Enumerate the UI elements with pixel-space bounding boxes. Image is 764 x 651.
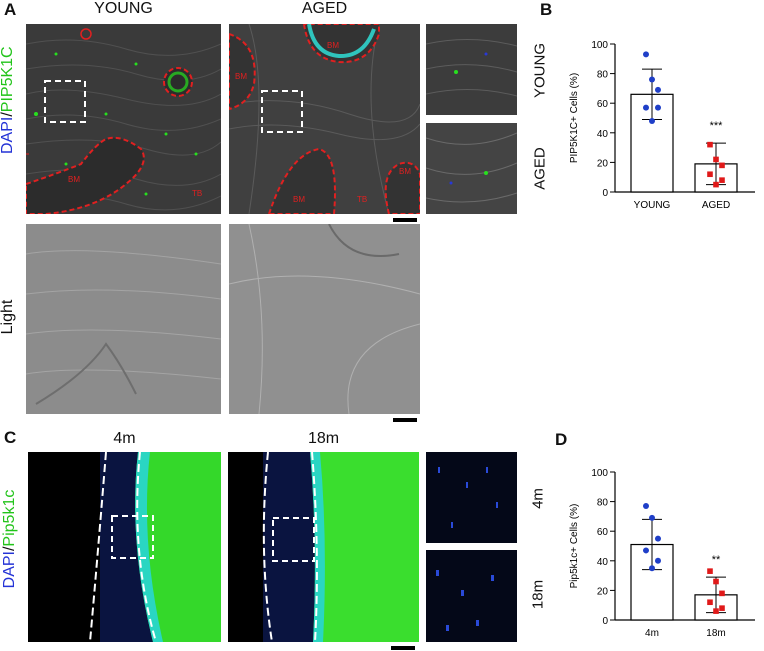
dapi-label: DAPI: [1, 551, 18, 589]
y-tick-label: 0: [602, 188, 608, 199]
data-point-18m: [719, 605, 725, 611]
region-label-bm-top: BM: [327, 41, 339, 50]
image-4m-zoom: [426, 452, 517, 543]
data-point-4m: [649, 565, 655, 572]
data-point-4m: [655, 535, 661, 542]
data-point-18m: [719, 590, 725, 597]
row-label-stain-c: DAPI/Pip5k1c: [1, 489, 19, 589]
data-point-young: [649, 117, 655, 124]
column-header-18m: 18m: [307, 430, 340, 447]
row-label-stain-a: DAPI/PIP5K1C: [0, 46, 17, 154]
data-point-young: [655, 104, 661, 111]
data-point-aged: [707, 171, 713, 178]
image-18m-zoom: [426, 550, 517, 642]
image-young-light: [26, 224, 221, 414]
y-tick-label: 60: [597, 99, 609, 110]
data-point-4m: [655, 557, 661, 564]
y-tick-label: 80: [597, 70, 609, 81]
x-tick-label: YOUNG: [634, 200, 671, 211]
dapi-label: DAPI: [0, 116, 16, 154]
data-point-aged: [719, 177, 725, 183]
column-header-young: YOUNG: [94, 0, 153, 17]
y-tick-label: 100: [591, 40, 608, 51]
image-aged-fluorescence: BM BM BM BM TB: [229, 24, 420, 214]
y-tick-label: 80: [597, 498, 609, 509]
data-point-young: [655, 86, 661, 93]
scale-bar-light: [393, 418, 417, 422]
panel-label-c: C: [4, 428, 17, 447]
y-tick-label: 60: [597, 527, 609, 538]
side-label-4m: 4m: [529, 488, 547, 509]
column-header-4m: 4m: [113, 430, 136, 447]
panel-label-a: A: [4, 0, 17, 19]
y-tick-label: 20: [597, 586, 609, 597]
data-point-4m: [643, 503, 649, 510]
side-label-18m: 18m: [529, 579, 547, 610]
y-tick-label: 40: [597, 129, 609, 140]
y-tick-label: 40: [597, 557, 609, 568]
scale-bar-fluorescence: [393, 218, 417, 222]
side-label-aged: AGED: [531, 147, 549, 190]
stain-separator: /: [1, 546, 18, 552]
y-axis-title: Pip5k1c+ Cells (%): [569, 504, 580, 589]
row-label-light: Light: [0, 299, 16, 335]
x-tick-label: AGED: [702, 200, 730, 211]
significance-marker: ***: [710, 120, 724, 132]
image-4m-fluorescence: [28, 452, 221, 642]
data-point-young: [649, 76, 655, 83]
region-label-bm: BM: [68, 175, 80, 184]
image-young-fluorescence: BM TB: [26, 24, 221, 214]
marker-label: Pip5k1c: [1, 489, 18, 547]
data-point-young: [643, 104, 649, 111]
data-point-aged: [707, 141, 713, 148]
panel-label-b: B: [540, 0, 553, 19]
data-point-young: [643, 51, 649, 58]
data-point-4m: [649, 514, 655, 521]
region-label-bm-right: BM: [399, 167, 411, 176]
bar-chart-b: 0 20 40 60 80 100 PIP5K1C+ Cells (%) YOUNG AGED *…: [569, 40, 755, 211]
side-label-young: YOUNG: [531, 43, 549, 99]
region-label-bm-left: BM: [235, 72, 247, 81]
y-tick-label: 0: [602, 616, 608, 627]
stain-separator: /: [0, 112, 16, 117]
column-header-aged: AGED: [301, 0, 348, 17]
data-point-18m: [707, 568, 713, 574]
data-point-aged: [713, 156, 719, 163]
image-aged-light: [229, 224, 420, 414]
data-point-18m: [713, 608, 719, 614]
data-point-4m: [643, 547, 649, 554]
x-tick-label: 18m: [706, 628, 725, 639]
bar-chart-d: 0 20 40 60 80 100 Pip5k1c+ Cells (%) 4m 18m **: [569, 468, 755, 639]
data-point-aged: [713, 181, 719, 188]
image-18m-fluorescence: [228, 452, 419, 642]
data-point-18m: [707, 599, 713, 606]
region-label-tb: TB: [357, 195, 367, 204]
scale-bar-c: [391, 646, 415, 650]
region-label-tb: TB: [192, 189, 202, 198]
region-label-bm-bottom: BM: [293, 195, 305, 204]
y-axis-title: PIP5K1C+ Cells (%): [569, 73, 580, 163]
panel-label-d: D: [555, 430, 568, 449]
significance-marker: **: [712, 554, 721, 566]
y-tick-label: 100: [591, 468, 608, 479]
y-tick-label: 20: [597, 158, 609, 169]
data-point-18m: [713, 578, 719, 585]
x-tick-label: 4m: [645, 628, 659, 639]
marker-label: PIP5K1C: [0, 46, 16, 113]
image-young-zoom: [426, 24, 517, 115]
image-aged-zoom: [426, 123, 517, 214]
data-point-aged: [719, 162, 725, 169]
